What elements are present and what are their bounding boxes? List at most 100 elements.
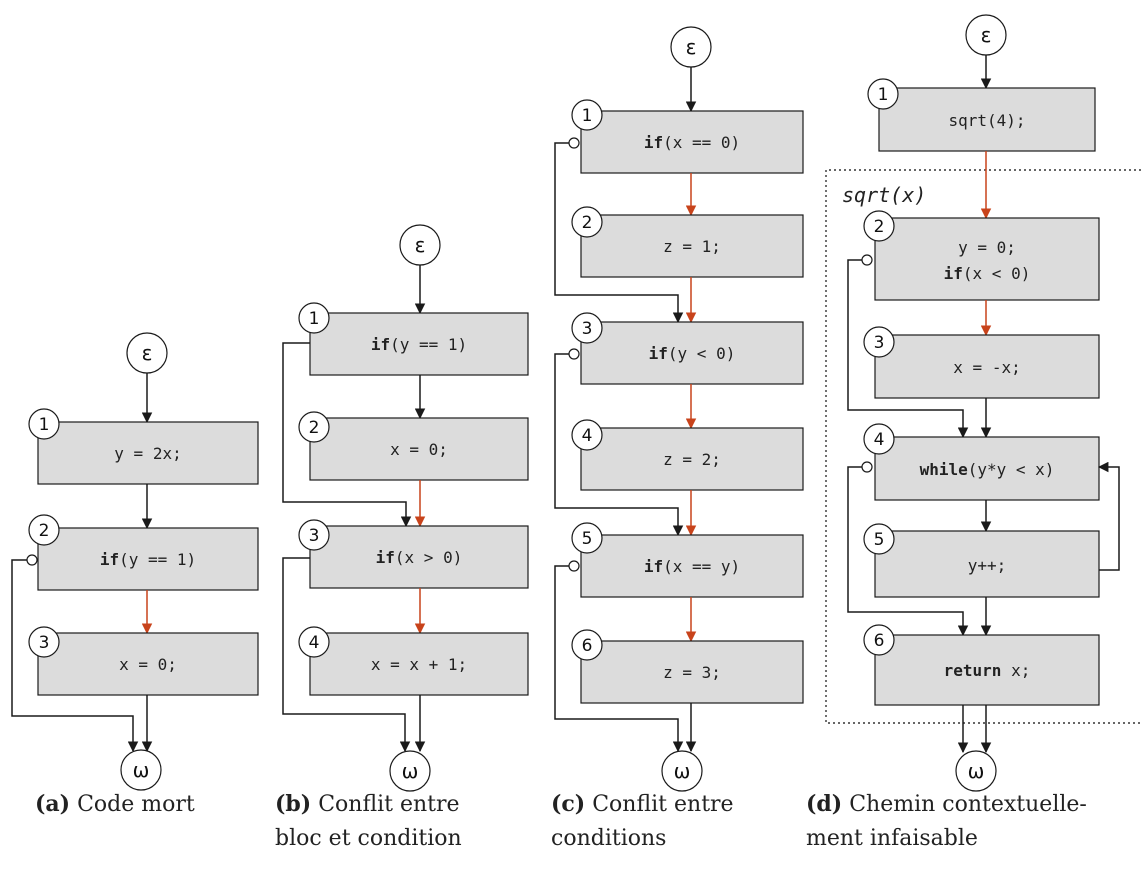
svg-text:3: 3 <box>874 333 885 353</box>
svg-text:ment infaisable: ment infaisable <box>806 826 978 851</box>
block-d3-number <box>863 326 895 358</box>
svg-text:1: 1 <box>309 309 320 329</box>
block-a2-number <box>28 514 60 546</box>
panel-c: ε if(x == 0) 1 z = 1; 2 if(y < 0) 3 z = … <box>551 26 804 851</box>
svg-text:1: 1 <box>39 415 50 435</box>
exit-node <box>955 750 997 792</box>
block-a2-code: if(y == 1) <box>100 550 196 569</box>
block-c2-number <box>571 206 603 238</box>
svg-text:if(x == 0): if(x == 0) <box>644 133 740 152</box>
block-d5-number <box>863 523 895 555</box>
svg-text:ε: ε <box>415 233 426 257</box>
svg-text:ω: ω <box>674 759 691 783</box>
svg-text:z = 2;: z = 2; <box>663 450 721 469</box>
caption-d: (d) Chemin contextuelle- <box>806 791 1087 817</box>
svg-text:6: 6 <box>874 631 885 651</box>
svg-text:z = 1;: z = 1; <box>663 237 721 256</box>
exit-node <box>120 749 162 791</box>
svg-text:if(y == 1): if(y == 1) <box>371 335 467 354</box>
block-c6-number <box>571 629 603 661</box>
svg-text:x = x + 1;: x = x + 1; <box>371 655 467 674</box>
svg-text:ε: ε <box>981 23 992 47</box>
svg-text:2: 2 <box>874 217 885 237</box>
caption-a: (a) Code mort <box>35 791 195 817</box>
panel-a: ε y = 2x; 1 if(y == 1) 2 x = 0; 3 ω (a) … <box>11 332 259 817</box>
svg-text:5: 5 <box>582 529 593 549</box>
exit-label: ω <box>133 758 150 782</box>
block-d6 <box>874 634 1100 706</box>
svg-text:6: 6 <box>582 636 593 656</box>
svg-text:1: 1 <box>582 106 593 126</box>
block-c6 <box>580 640 804 704</box>
svg-text:ε: ε <box>686 35 697 59</box>
block-d2-number <box>863 210 895 242</box>
block-d1-number <box>867 78 899 110</box>
block-b1-number <box>298 302 330 334</box>
block-a3 <box>37 632 259 696</box>
block-d4 <box>874 436 1100 501</box>
caption-c: (c) Conflit entre <box>551 791 734 817</box>
svg-text:2: 2 <box>39 521 50 541</box>
block-d4-number <box>863 423 895 455</box>
block-b2-number <box>298 411 330 443</box>
block-b3 <box>309 525 529 589</box>
block-d6-number <box>863 624 895 656</box>
svg-text:while(y*y < x): while(y*y < x) <box>920 460 1055 479</box>
svg-text:2: 2 <box>582 213 593 233</box>
exit-node <box>661 750 703 792</box>
svg-text:z = 3;: z = 3; <box>663 663 721 682</box>
block-a3-number <box>28 626 60 658</box>
context-frame <box>825 169 1141 724</box>
block-c4-number <box>571 419 603 451</box>
block-b4 <box>309 632 529 696</box>
svg-text:4: 4 <box>582 426 593 446</box>
block-a1-number <box>28 408 60 440</box>
block-d3 <box>874 334 1100 399</box>
block-d1 <box>878 87 1096 152</box>
block-c1 <box>580 110 804 174</box>
block-d5 <box>874 530 1100 598</box>
svg-text:if(x == y): if(x == y) <box>644 557 740 576</box>
block-a2 <box>37 527 259 591</box>
svg-text:if(x < 0): if(x < 0) <box>944 264 1031 283</box>
block-c3-number <box>571 312 603 344</box>
svg-text:x = -x;: x = -x; <box>953 358 1020 377</box>
exit-node <box>389 750 431 792</box>
block-a3-code: x = 0; <box>119 655 177 674</box>
block-b3-number <box>298 519 330 551</box>
svg-text:x = 0;: x = 0; <box>390 440 448 459</box>
block-b2 <box>309 417 529 481</box>
block-c2 <box>580 214 804 278</box>
svg-text:5: 5 <box>874 530 885 550</box>
context-label: sqrt(x) <box>842 183 926 207</box>
panel-d: ε sqrt(4); 1 sqrt(x) y = 0; if(x < 0) 2 … <box>806 14 1141 851</box>
panel-b: ε if(y == 1) 1 x = 0; 2 if(x > 0) 3 x = … <box>275 224 529 851</box>
block-c4 <box>580 427 804 491</box>
svg-text:y = 0;: y = 0; <box>958 238 1016 257</box>
svg-text:ω: ω <box>968 759 985 783</box>
svg-text:3: 3 <box>582 319 593 339</box>
svg-text:ω: ω <box>402 759 419 783</box>
svg-text:4: 4 <box>309 633 320 653</box>
block-c3 <box>580 321 804 385</box>
svg-text:3: 3 <box>309 526 320 546</box>
block-b1 <box>309 312 529 376</box>
entry-label: ε <box>142 341 153 365</box>
block-a1-code: y = 2x; <box>114 444 181 463</box>
svg-text:y++;: y++; <box>968 556 1007 575</box>
svg-text:4: 4 <box>874 430 885 450</box>
svg-text:if(x > 0): if(x > 0) <box>376 548 463 567</box>
block-a1 <box>37 421 259 485</box>
svg-text:bloc et condition: bloc et condition <box>275 826 462 851</box>
block-c5 <box>580 534 804 598</box>
svg-text:conditions: conditions <box>551 826 666 851</box>
svg-text:3: 3 <box>39 633 50 653</box>
svg-text:sqrt(4);: sqrt(4); <box>948 111 1025 130</box>
svg-text:return x;: return x; <box>944 661 1031 680</box>
block-d2 <box>874 217 1100 301</box>
block-c5-number <box>571 522 603 554</box>
svg-text:1: 1 <box>878 85 889 105</box>
block-c1-number <box>571 99 603 131</box>
block-b4-number <box>298 626 330 658</box>
